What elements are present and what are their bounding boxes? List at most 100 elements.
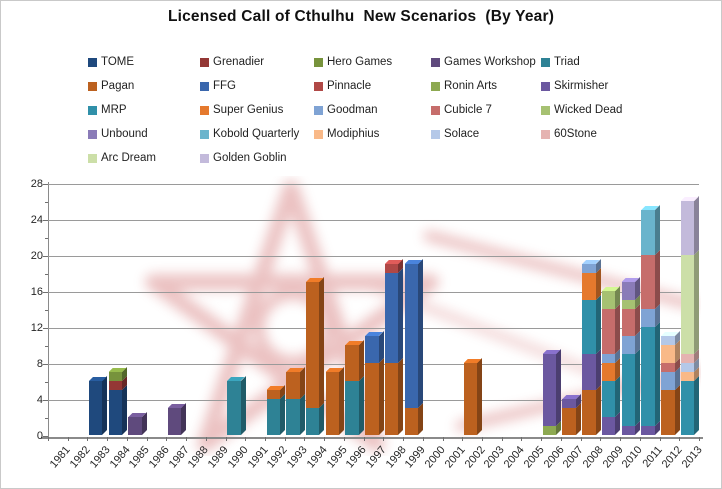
bar-segment: [404, 264, 419, 408]
y-axis-minor-tick: [45, 310, 48, 311]
legend-item: MRP: [88, 98, 200, 122]
legend-swatch: [431, 57, 440, 67]
legend-label: FFG: [213, 80, 236, 92]
y-axis-label: 24: [30, 214, 43, 226]
bar-segment-side: [398, 358, 403, 435]
y-axis-label: 16: [30, 286, 43, 298]
bar-segment-side: [595, 349, 601, 390]
legend-label: Solace: [444, 128, 480, 140]
y-axis-minor-tick: [45, 274, 48, 275]
legend-item: 60Stone: [541, 122, 676, 146]
bar-top-face: [128, 412, 147, 417]
legend-item: Modiphius: [314, 122, 431, 146]
y-axis-minor-tick: [45, 418, 48, 419]
legend-swatch: [200, 105, 209, 115]
x-axis-label: 2009: [600, 444, 626, 471]
bar-segment: [108, 390, 123, 435]
bar-segment-side: [694, 250, 699, 354]
bar-top-face: [680, 196, 699, 201]
bar-segment-side: [339, 367, 344, 435]
legend-label: Pinnacle: [327, 80, 372, 92]
x-axis-label: 1988: [186, 444, 212, 471]
bar-segment-side: [299, 367, 305, 399]
bar-segment: [305, 408, 320, 435]
legend-item: Games Workshop: [431, 50, 541, 74]
bar-top-face: [286, 367, 305, 372]
x-axis-tick: [265, 437, 266, 441]
x-axis-tick: [364, 437, 365, 441]
bar-segment: [641, 210, 655, 255]
bar-segment-side: [595, 268, 601, 300]
legend-item: Goodman: [314, 98, 431, 122]
y-axis-minor-tick: [45, 202, 48, 203]
bar-top-face: [88, 376, 107, 381]
legend-label: Unbound: [101, 128, 148, 140]
bar-segment-side: [418, 403, 423, 435]
bar-segment-side: [358, 376, 364, 435]
bar-segment-side: [299, 394, 305, 435]
bar-segment-side: [674, 385, 680, 435]
x-axis-label: 2013: [679, 444, 705, 471]
legend-swatch: [88, 129, 97, 139]
bar-segment: [621, 300, 636, 309]
bar-top-face: [601, 286, 620, 291]
legend-item: Skirmisher: [541, 74, 676, 98]
legend-item: TOME: [88, 50, 200, 74]
y-axis-tick: [43, 220, 48, 221]
bar-segment-side: [615, 376, 620, 417]
y-axis-label: 12: [30, 322, 43, 334]
bar-segment: [641, 426, 655, 435]
legend-swatch: [541, 57, 550, 67]
gridline: [48, 220, 699, 221]
bar-segment: [621, 354, 636, 426]
bar-segment: [680, 372, 695, 381]
chart-title: Licensed Call of Cthulhu New Scenarios (…: [167, 8, 555, 25]
gridline: [48, 256, 699, 257]
x-axis-label: 1993: [284, 444, 310, 471]
legend-label: 60Stone: [554, 128, 597, 140]
bar-segment: [365, 363, 379, 435]
legend-item: Triad: [541, 50, 676, 74]
legend-swatch: [431, 129, 440, 139]
legend-item: Golden Goblin: [200, 146, 314, 170]
x-axis-tick: [541, 437, 542, 441]
bar-segment: [227, 381, 241, 435]
legend-swatch: [314, 129, 323, 139]
bar-segment-side: [654, 250, 660, 309]
x-axis-tick: [502, 437, 503, 441]
bar-segment: [680, 363, 695, 372]
legend-label: Wicked Dead: [554, 104, 623, 116]
legend-item: Pinnacle: [314, 74, 431, 98]
x-axis-tick: [620, 437, 621, 441]
x-axis-label: 1987: [166, 444, 192, 471]
bar-top-face: [542, 349, 561, 354]
x-axis-label: 2007: [561, 444, 586, 471]
legend-swatch: [88, 81, 97, 91]
bar-segment: [562, 408, 576, 435]
bar-top-face: [325, 367, 344, 372]
x-axis-label: 1995: [324, 444, 350, 471]
y-axis-minor-tick: [45, 238, 48, 239]
legend-swatch: [200, 57, 209, 67]
bar-segment: [582, 300, 596, 354]
plot-area: 0 4 8 12 16 20 24 28 1981 1982 1983 1984 1985 1986 198…: [31, 178, 705, 470]
bar-segment: [641, 327, 655, 426]
x-axis-tick: [127, 437, 128, 441]
y-axis-label: 4: [36, 394, 43, 406]
x-axis-tick: [521, 437, 522, 441]
legend-label: Kobold Quarterly: [213, 128, 300, 140]
legend-label: Hero Games: [327, 56, 393, 68]
bar-segment-side: [319, 277, 324, 408]
bar-segment: [582, 264, 596, 273]
legend-item: Pagan: [88, 74, 200, 98]
legend-label: Super Genius: [213, 104, 284, 116]
legend-swatch: [541, 81, 550, 91]
x-axis-label: 1991: [245, 444, 271, 471]
bar-segment-side: [615, 304, 620, 354]
legend-item: Wicked Dead: [541, 98, 676, 122]
legend-item: Kobold Quarterly: [200, 122, 314, 146]
bar-segment-side: [102, 376, 107, 435]
bar-top-face: [621, 277, 640, 282]
bar-segment-side: [575, 403, 581, 435]
legend-label: Ronin Arts: [444, 80, 498, 92]
